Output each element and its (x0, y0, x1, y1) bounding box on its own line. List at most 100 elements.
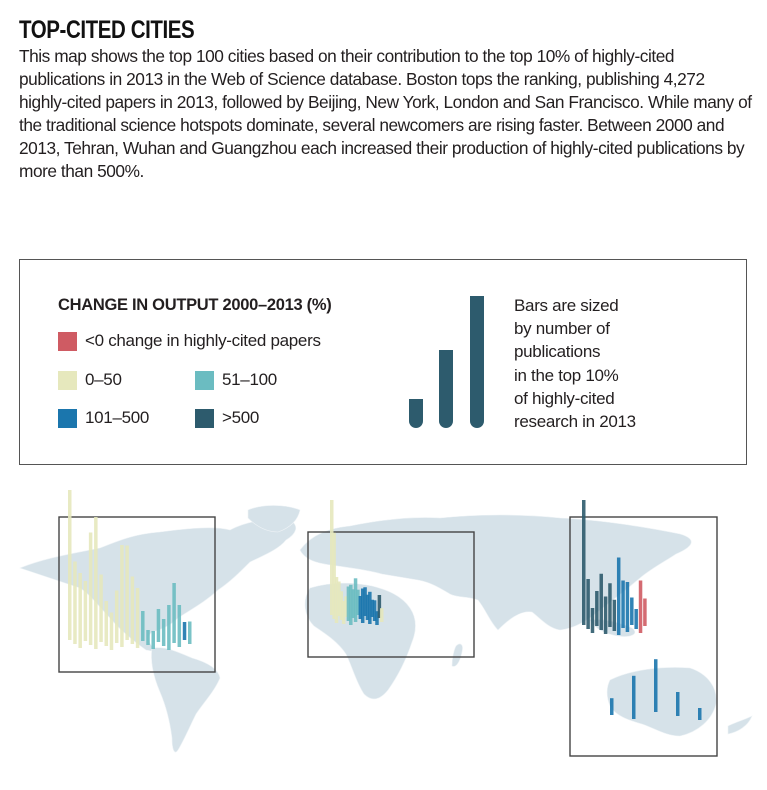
region-frame-asia-pacific (569, 516, 718, 757)
page-title: TOP-CITED CITIES (19, 16, 195, 44)
city-bar (339, 591, 344, 620)
city-bar (363, 587, 367, 616)
city-bar (334, 577, 339, 623)
city-bar (141, 611, 145, 641)
city-bar (630, 597, 634, 625)
city-bar (172, 583, 176, 643)
city-bar (590, 608, 595, 633)
land-new-zealand (727, 715, 753, 735)
legend-label: 0–50 (85, 370, 122, 389)
size-example-bar (409, 399, 423, 428)
region-frame-north-america (58, 516, 216, 673)
legend-box: CHANGE IN OUTPUT 2000–2013 (%) <0 change… (19, 259, 747, 465)
city-bar (94, 517, 98, 649)
swatch-101-500 (58, 408, 77, 428)
city-bar (595, 591, 599, 626)
legend-label: 101–500 (85, 408, 150, 427)
world-map (19, 490, 753, 757)
city-bar (365, 594, 370, 620)
legend-item-0-50: 0–50 (58, 370, 122, 390)
city-bar (368, 591, 372, 624)
city-bar (68, 490, 72, 640)
city-bar (167, 605, 171, 650)
city-bar (643, 598, 647, 626)
city-bar (586, 579, 590, 629)
land-australia (606, 667, 717, 737)
swatch-negative (58, 331, 77, 351)
size-example-bar (470, 296, 484, 428)
city-bar (356, 589, 360, 615)
city-bar (370, 599, 374, 617)
city-bar (375, 611, 379, 625)
land-eurasia (299, 514, 692, 631)
land-madagascar (451, 643, 463, 667)
city-bar (341, 601, 346, 624)
land-south-america (151, 647, 221, 753)
city-bar (151, 631, 155, 649)
city-bar (99, 574, 103, 642)
city-bar (120, 545, 124, 647)
city-bar (351, 589, 355, 618)
bar-size-note: Bars are sized by number of publications… (514, 296, 636, 432)
city-bar (634, 609, 638, 629)
city-bar (78, 573, 82, 648)
swatch-0-50 (58, 370, 77, 390)
city-bar (125, 545, 129, 640)
city-bar (372, 600, 377, 621)
city-bar (177, 605, 182, 647)
city-bar (146, 630, 150, 645)
city-bar (161, 619, 166, 646)
legend-label: <0 change in highly-cited papers (85, 331, 321, 350)
legend-item-over-500: >500 (195, 408, 259, 428)
city-bar (344, 596, 348, 617)
size-example-bar (439, 350, 453, 428)
city-bar (349, 584, 353, 625)
city-bar (330, 500, 334, 615)
city-bar (130, 576, 135, 644)
region-frames (58, 516, 718, 757)
city-bar (608, 583, 612, 627)
city-bar (380, 608, 384, 622)
city-bar (135, 588, 140, 648)
city-bar (610, 698, 614, 715)
city-bar (109, 612, 114, 650)
intro-text: This map shows the top 100 cities based … (19, 46, 752, 181)
region-bars (68, 490, 702, 720)
city-bar (654, 659, 658, 712)
city-bar (599, 573, 603, 630)
city-bar (88, 532, 93, 645)
city-bar (612, 599, 617, 631)
city-bar (632, 675, 636, 719)
city-bar (73, 561, 77, 644)
city-bar (83, 581, 88, 641)
city-bar (337, 581, 341, 616)
region-frame-europe (307, 531, 475, 658)
city-bar (188, 621, 192, 644)
city-bar (621, 580, 625, 628)
city-bar (156, 609, 161, 642)
legend-item-101-500: 101–500 (58, 408, 149, 428)
city-bar (353, 578, 358, 622)
legend-item-51-100: 51–100 (195, 370, 277, 390)
city-bar (332, 532, 336, 619)
swatch-51-100 (195, 370, 214, 390)
legend-heading: CHANGE IN OUTPUT 2000–2013 (%) (58, 296, 332, 314)
city-bar (698, 708, 702, 720)
city-bar (377, 595, 382, 618)
legend-item-negative: <0 change in highly-cited papers (58, 331, 321, 351)
city-bar (358, 596, 363, 619)
legend-label: >500 (222, 408, 260, 427)
city-bar (582, 500, 586, 625)
legend-label: 51–100 (222, 370, 277, 389)
city-bar (616, 557, 621, 635)
city-bar (360, 588, 365, 623)
land-greenland (247, 505, 301, 533)
swatch-over-500 (195, 408, 214, 428)
city-bar (182, 622, 187, 640)
city-bar (625, 582, 630, 632)
city-bar (114, 590, 119, 643)
city-bar (346, 586, 351, 621)
city-bar (603, 596, 608, 634)
city-bar (638, 580, 643, 633)
city-bar (676, 692, 680, 716)
